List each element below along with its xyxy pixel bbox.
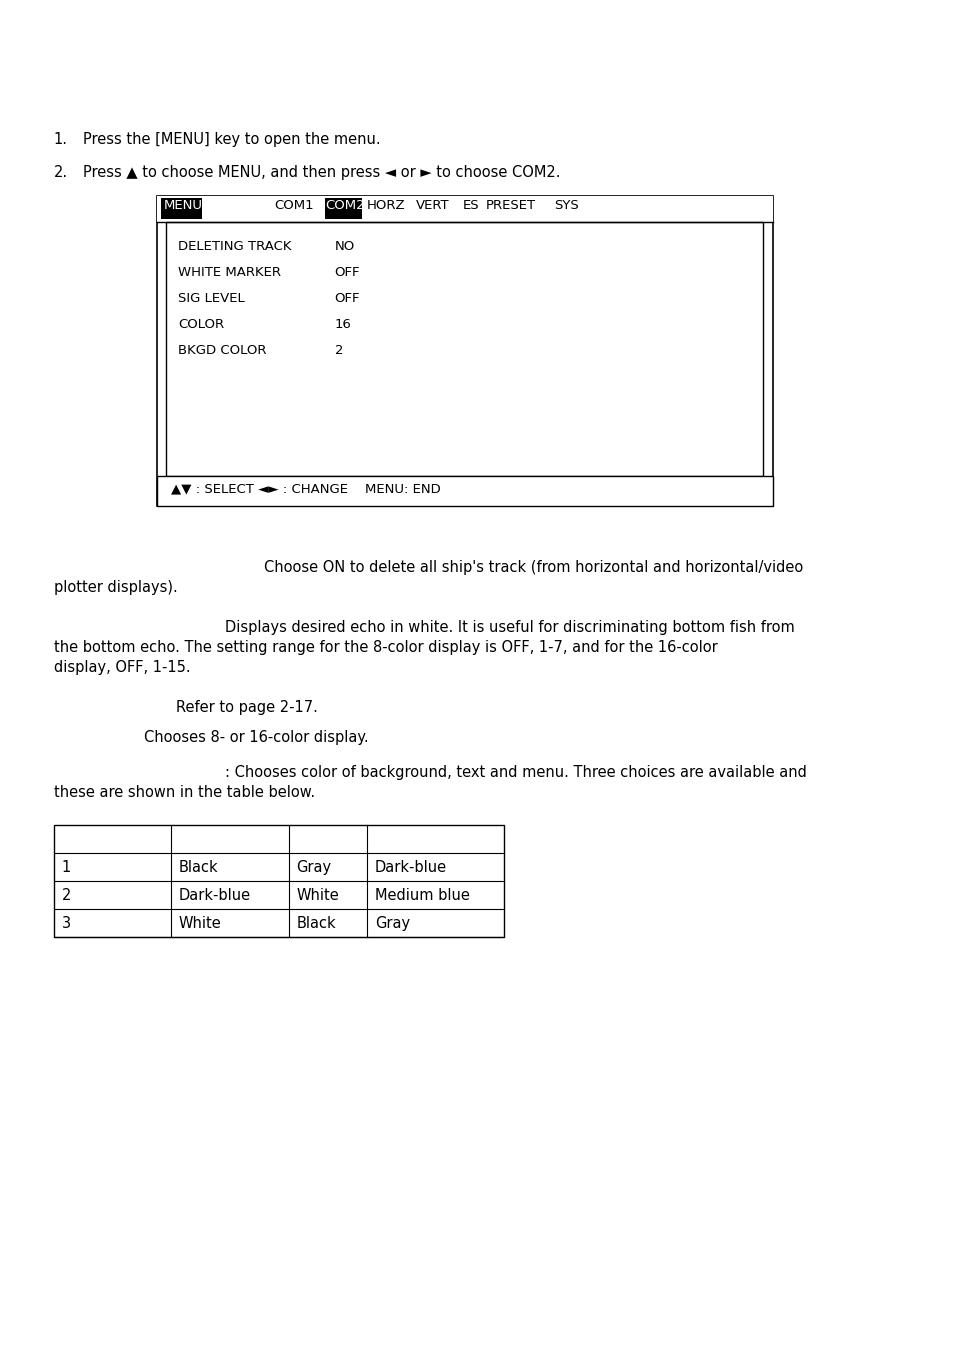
- Bar: [324, 199, 361, 219]
- Text: Choose ON to delete all ship's track (from horizontal and horizontal/video: Choose ON to delete all ship's track (fr…: [264, 561, 802, 576]
- Text: Black: Black: [296, 916, 335, 931]
- Text: DELETING TRACK: DELETING TRACK: [178, 240, 292, 253]
- Text: Chooses 8- or 16-color display.: Chooses 8- or 16-color display.: [144, 730, 368, 744]
- Text: 1.: 1.: [53, 132, 68, 147]
- Text: ES: ES: [462, 199, 478, 212]
- Text: 1: 1: [62, 861, 71, 875]
- Text: 2: 2: [62, 888, 71, 902]
- Text: 3: 3: [62, 916, 71, 931]
- Text: Black: Black: [179, 861, 218, 875]
- Text: OFF: OFF: [335, 292, 359, 305]
- Text: Gray: Gray: [296, 861, 332, 875]
- Text: Gray: Gray: [375, 916, 410, 931]
- Text: 2.: 2.: [53, 165, 68, 180]
- Text: Dark-blue: Dark-blue: [375, 861, 446, 875]
- Text: BKGD COLOR: BKGD COLOR: [178, 345, 266, 357]
- Bar: [156, 476, 772, 507]
- Text: COM1: COM1: [274, 199, 314, 212]
- Bar: [53, 825, 503, 938]
- Bar: [161, 199, 202, 219]
- Text: SYS: SYS: [553, 199, 578, 212]
- Bar: [156, 196, 772, 222]
- Text: : Chooses color of background, text and menu. Three choices are available and: : Chooses color of background, text and …: [225, 765, 806, 780]
- Text: SIG LEVEL: SIG LEVEL: [178, 292, 245, 305]
- Text: 2: 2: [335, 345, 343, 357]
- Text: NO: NO: [335, 240, 355, 253]
- Text: Refer to page 2-17.: Refer to page 2-17.: [176, 700, 317, 715]
- Text: Dark-blue: Dark-blue: [179, 888, 251, 902]
- Text: VERT: VERT: [416, 199, 449, 212]
- Text: COM2: COM2: [325, 199, 365, 212]
- Text: 16: 16: [335, 317, 351, 331]
- Text: MENU: MENU: [163, 199, 202, 212]
- Text: HORZ: HORZ: [367, 199, 405, 212]
- Text: White: White: [179, 916, 221, 931]
- Text: these are shown in the table below.: these are shown in the table below.: [53, 785, 314, 800]
- Text: the bottom echo. The setting range for the 8-color display is OFF, 1-7, and for : the bottom echo. The setting range for t…: [53, 640, 717, 655]
- Bar: [156, 196, 772, 507]
- Text: White: White: [296, 888, 339, 902]
- Bar: [166, 222, 762, 476]
- Text: OFF: OFF: [335, 266, 359, 280]
- Text: COLOR: COLOR: [178, 317, 224, 331]
- Text: ▲▼ : SELECT ◄► : CHANGE    MENU: END: ▲▼ : SELECT ◄► : CHANGE MENU: END: [171, 482, 440, 494]
- Text: PRESET: PRESET: [486, 199, 536, 212]
- Text: display, OFF, 1-15.: display, OFF, 1-15.: [53, 661, 191, 676]
- Text: Medium blue: Medium blue: [375, 888, 469, 902]
- Text: WHITE MARKER: WHITE MARKER: [178, 266, 281, 280]
- Text: plotter displays).: plotter displays).: [53, 580, 177, 594]
- Text: Displays desired echo in white. It is useful for discriminating bottom fish from: Displays desired echo in white. It is us…: [225, 620, 794, 635]
- Text: Press ▲ to choose MENU, and then press ◄ or ► to choose COM2.: Press ▲ to choose MENU, and then press ◄…: [83, 165, 560, 180]
- Text: Press the [MENU] key to open the menu.: Press the [MENU] key to open the menu.: [83, 132, 380, 147]
